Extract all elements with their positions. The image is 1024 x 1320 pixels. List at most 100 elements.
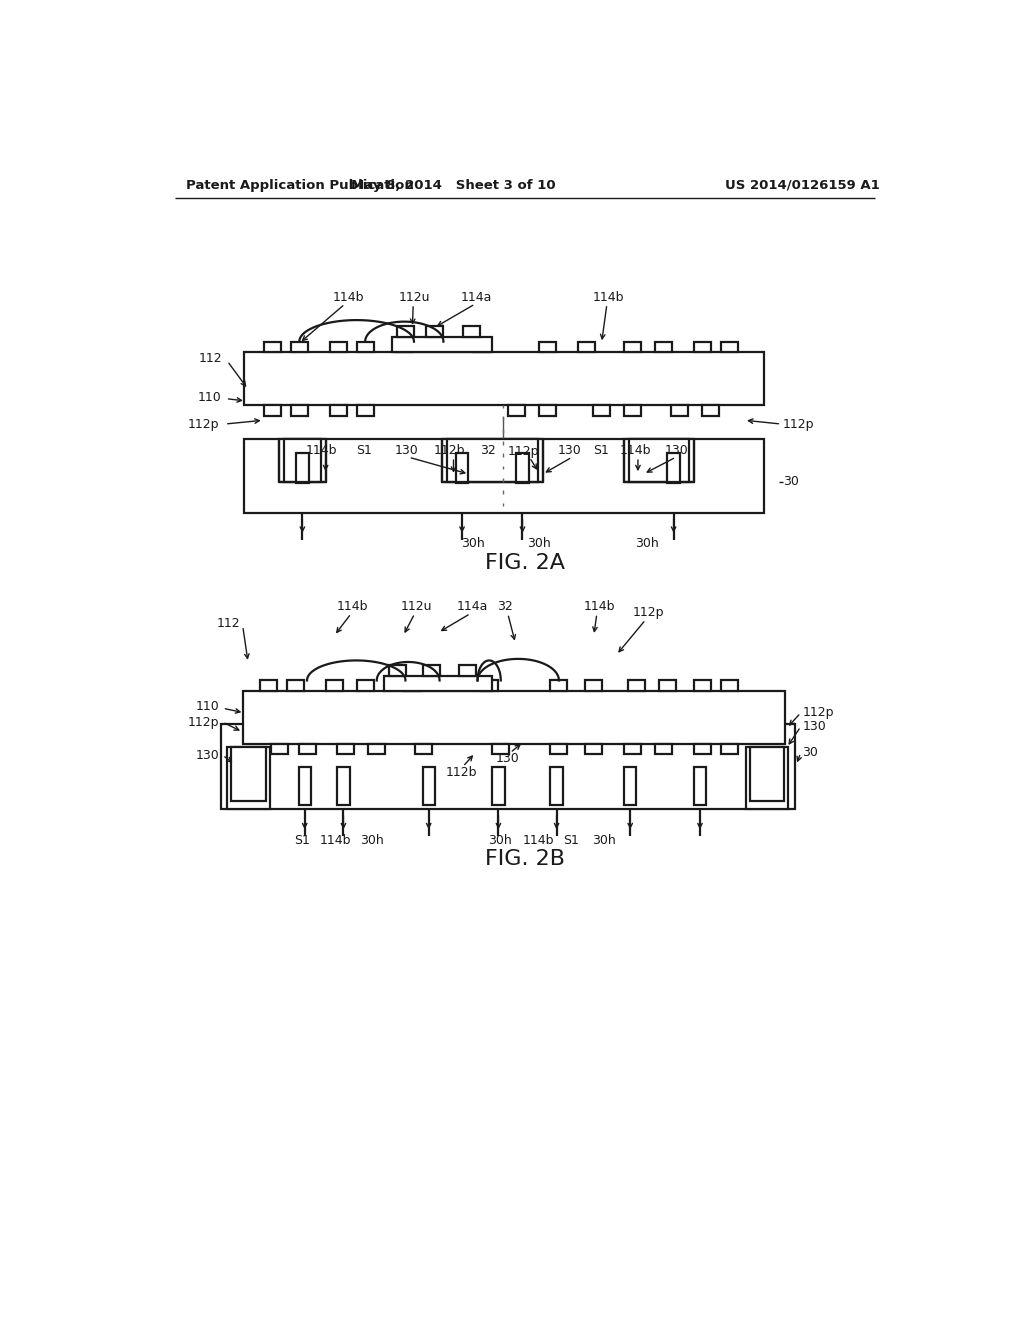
Bar <box>397 326 414 337</box>
Bar <box>493 743 509 755</box>
Text: May 8, 2014   Sheet 3 of 10: May 8, 2014 Sheet 3 of 10 <box>351 178 556 191</box>
Text: 114b: 114b <box>620 445 651 458</box>
Bar <box>624 405 641 416</box>
Text: 30h: 30h <box>360 834 384 847</box>
Bar <box>243 692 785 743</box>
Bar <box>624 342 641 352</box>
Bar <box>296 453 308 483</box>
Text: Patent Application Publication: Patent Application Publication <box>186 178 414 191</box>
Text: 30h: 30h <box>592 834 615 847</box>
Bar <box>578 342 595 352</box>
Text: 112p: 112p <box>508 445 539 458</box>
Text: 112p: 112p <box>783 417 814 430</box>
Bar <box>299 743 315 755</box>
Text: 112p: 112p <box>188 417 219 430</box>
Bar <box>550 743 567 755</box>
Bar <box>624 767 636 805</box>
Bar <box>369 743 385 755</box>
Bar <box>384 676 493 692</box>
Bar <box>284 440 321 482</box>
Bar <box>263 405 281 416</box>
Bar <box>550 681 567 692</box>
Bar <box>271 743 289 755</box>
Bar <box>221 725 795 809</box>
Bar <box>586 743 602 755</box>
Text: 114b: 114b <box>523 834 555 847</box>
Text: 112p: 112p <box>802 706 834 719</box>
Text: 130: 130 <box>802 721 826 733</box>
Bar <box>629 440 689 482</box>
Text: 114b: 114b <box>337 601 369 612</box>
Bar <box>442 440 543 482</box>
Bar <box>245 440 764 512</box>
Text: 130: 130 <box>395 445 419 458</box>
Bar <box>693 681 711 692</box>
Bar <box>245 352 764 405</box>
Text: 30: 30 <box>783 475 799 488</box>
Bar <box>415 743 432 755</box>
Bar <box>693 342 711 352</box>
Bar <box>391 337 493 352</box>
Text: 112: 112 <box>217 616 241 630</box>
Bar <box>389 665 407 676</box>
Text: 114a: 114a <box>457 601 487 612</box>
Text: 110: 110 <box>196 700 219 713</box>
Bar <box>260 681 276 692</box>
Text: US 2014/0126159 A1: US 2014/0126159 A1 <box>725 178 880 191</box>
Text: 114b: 114b <box>319 834 351 847</box>
Bar <box>356 405 374 416</box>
Text: 112p: 112p <box>188 715 219 729</box>
Text: 112p: 112p <box>633 606 665 619</box>
Bar <box>701 405 719 416</box>
Text: 114b: 114b <box>333 290 365 304</box>
Bar <box>356 681 374 692</box>
Bar <box>426 326 443 337</box>
Bar <box>721 681 738 692</box>
Bar <box>721 743 738 755</box>
Text: 32: 32 <box>480 445 497 458</box>
Text: 110: 110 <box>198 391 221 404</box>
Bar <box>658 681 676 692</box>
Bar <box>423 665 439 676</box>
Text: 30h: 30h <box>488 834 512 847</box>
Bar <box>550 767 563 805</box>
Text: FIG. 2A: FIG. 2A <box>484 553 565 573</box>
Bar <box>539 342 556 352</box>
Bar <box>693 743 711 755</box>
Bar <box>456 453 468 483</box>
Bar <box>299 767 311 805</box>
Bar <box>287 681 304 692</box>
Text: S1: S1 <box>593 445 608 458</box>
Bar <box>508 405 524 416</box>
Bar <box>624 440 693 482</box>
Bar <box>403 681 420 692</box>
Bar <box>423 767 435 805</box>
Text: 30h: 30h <box>527 537 551 550</box>
Text: 30h: 30h <box>461 537 484 550</box>
Bar <box>446 440 538 482</box>
Bar <box>693 767 707 805</box>
Text: 32: 32 <box>498 601 513 612</box>
Text: 114b: 114b <box>593 290 625 304</box>
Text: S1: S1 <box>295 834 310 847</box>
Text: 114a: 114a <box>461 290 493 304</box>
Bar <box>473 342 489 352</box>
Text: 112b: 112b <box>445 766 477 779</box>
Bar <box>480 681 498 692</box>
Bar <box>750 747 784 801</box>
Bar <box>337 767 349 805</box>
Bar <box>227 747 270 809</box>
Text: FIG. 2B: FIG. 2B <box>484 849 565 869</box>
Bar <box>395 342 413 352</box>
Bar <box>586 681 602 692</box>
Bar <box>628 681 645 692</box>
Text: 130: 130 <box>665 445 688 458</box>
Text: 30h: 30h <box>635 537 659 550</box>
Bar <box>668 453 680 483</box>
Text: S1: S1 <box>356 445 373 458</box>
Text: S1: S1 <box>563 834 580 847</box>
Bar <box>593 405 610 416</box>
Text: 114b: 114b <box>584 601 615 612</box>
Bar <box>330 342 346 352</box>
Bar <box>624 743 641 755</box>
